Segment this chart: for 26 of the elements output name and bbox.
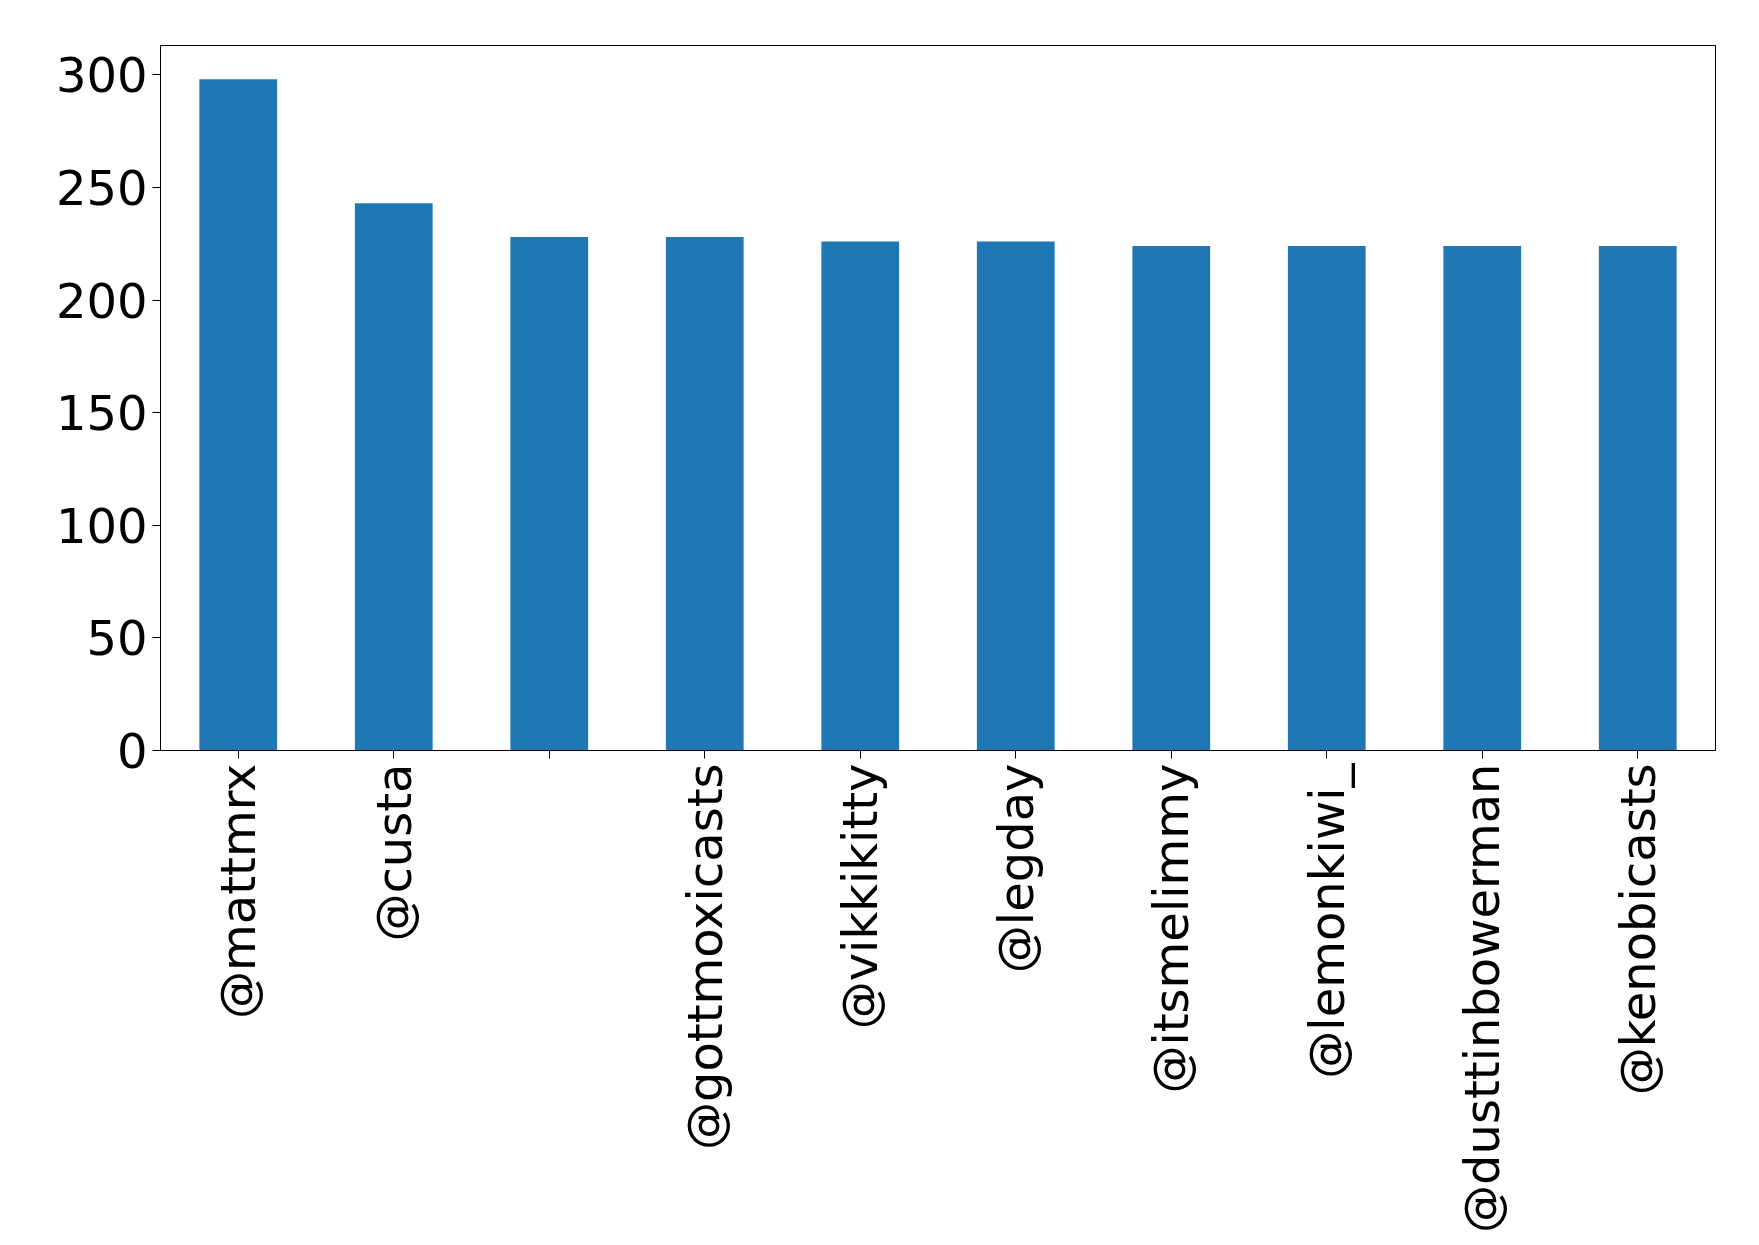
y-tick-label: 150 [55, 385, 148, 442]
y-tick-label: 100 [55, 497, 148, 554]
y-tick-label: 300 [55, 47, 148, 104]
y-tick-label: 200 [55, 272, 148, 329]
x-tick-label: @custa [365, 763, 422, 942]
x-tick-label: @vikkikitty [832, 763, 889, 1030]
x-tick-label: @kenobicasts [1609, 763, 1666, 1096]
bar [976, 241, 1055, 751]
bar [354, 203, 433, 751]
bar [199, 79, 278, 751]
bar [1287, 245, 1366, 751]
x-tick-label: @legday [987, 763, 1044, 974]
y-tick-label: 50 [86, 610, 148, 667]
y-tick-label: 250 [55, 159, 148, 216]
y-tick-label: 0 [116, 723, 148, 779]
bar [1598, 245, 1677, 751]
x-tick-label: @lemonkiwi_ [1298, 762, 1355, 1079]
x-tick-label: @dusttinbowerman [1454, 763, 1511, 1233]
x-tick-label: @mattmrx [210, 763, 267, 1019]
x-tick-label: @itsmelimmy [1143, 763, 1200, 1094]
x-tick-label: @gottmoxicasts [676, 763, 733, 1151]
bar [821, 241, 900, 751]
bar [665, 236, 744, 751]
bar [1132, 245, 1211, 751]
bar [1443, 245, 1522, 751]
bar [510, 236, 589, 751]
